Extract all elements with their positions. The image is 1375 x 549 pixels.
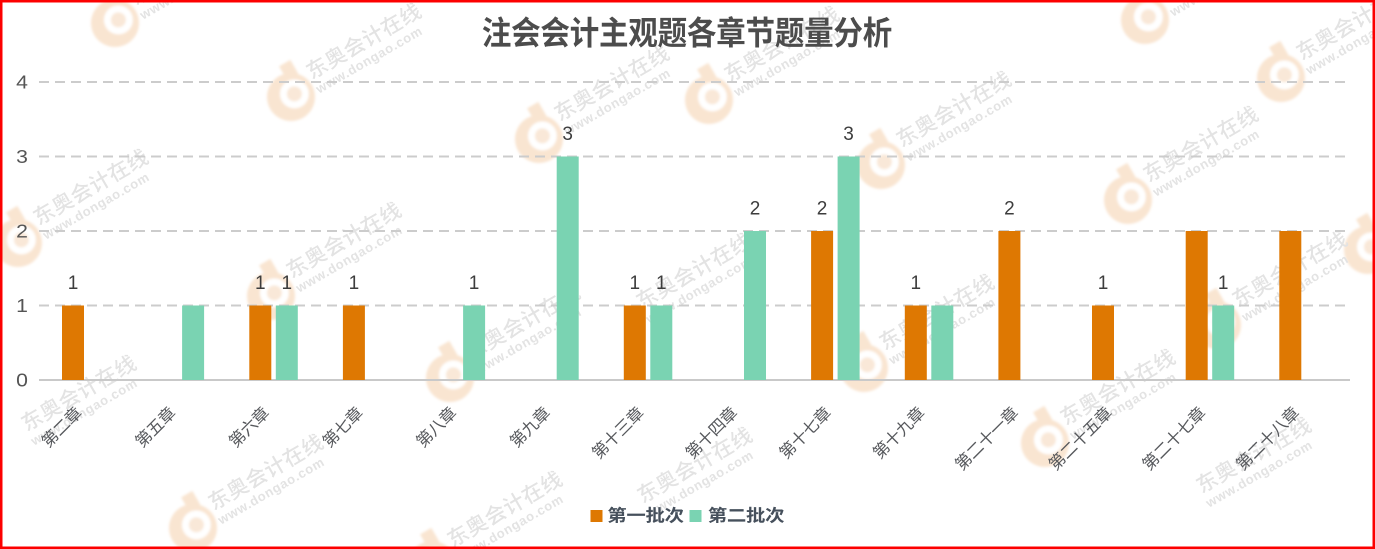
svg-text:2: 2 — [817, 198, 828, 219]
svg-text:2: 2 — [750, 198, 761, 219]
svg-text:1: 1 — [68, 273, 79, 294]
svg-text:1: 1 — [255, 273, 266, 294]
svg-text:0: 0 — [16, 370, 28, 391]
svg-text:1: 1 — [911, 273, 922, 294]
svg-text:1: 1 — [656, 273, 667, 294]
svg-text:2: 2 — [16, 221, 28, 242]
svg-text:4: 4 — [16, 72, 28, 93]
svg-text:1: 1 — [469, 273, 480, 294]
svg-text:1: 1 — [282, 273, 293, 294]
svg-text:1: 1 — [1098, 273, 1109, 294]
svg-text:1: 1 — [16, 295, 28, 316]
svg-text:1: 1 — [630, 273, 641, 294]
svg-text:3: 3 — [843, 124, 854, 145]
svg-text:3: 3 — [562, 124, 573, 145]
svg-text:3: 3 — [16, 146, 28, 167]
svg-text:1: 1 — [1218, 273, 1229, 294]
svg-text:2: 2 — [1004, 198, 1015, 219]
svg-text:1: 1 — [349, 273, 360, 294]
